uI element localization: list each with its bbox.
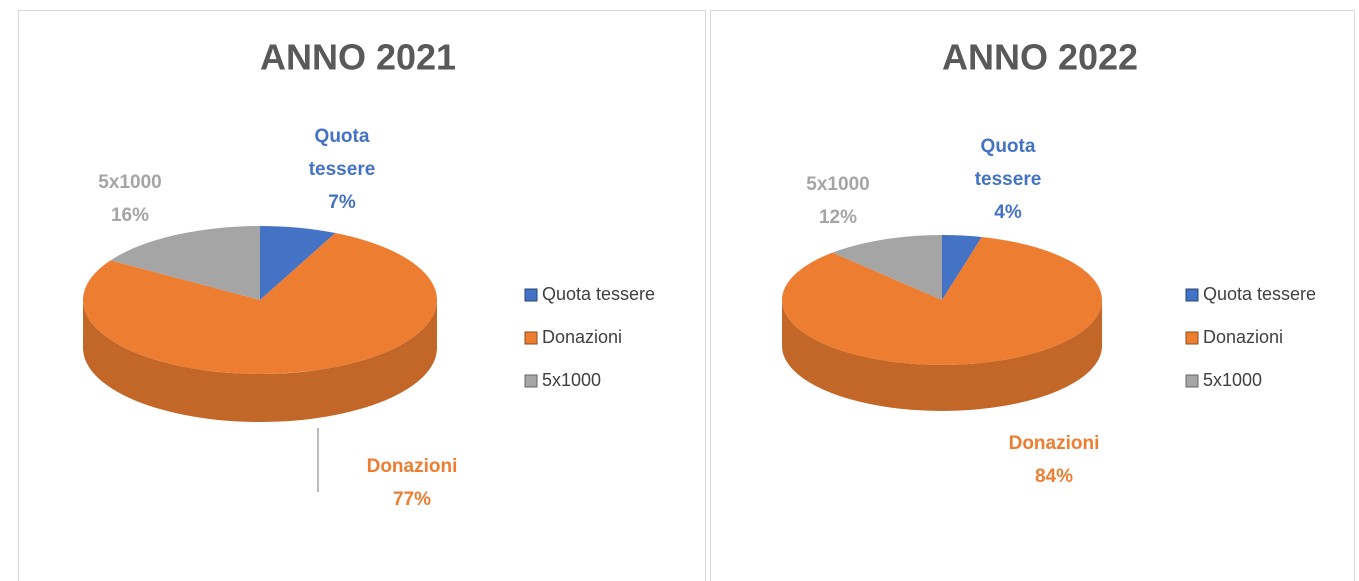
- data-label-value: 84%: [1035, 466, 1073, 487]
- data-label-category: Quota tessere: [975, 136, 1042, 190]
- chart-title: ANNO 2021: [260, 37, 456, 78]
- legend-swatch: [524, 374, 538, 388]
- data-label-category: Donazioni: [1009, 433, 1100, 454]
- label-line: Quota: [315, 126, 370, 147]
- legend-label: Donazioni: [1203, 327, 1283, 347]
- data-label-category: 5x1000: [98, 172, 161, 193]
- legend-label: 5x1000: [542, 370, 601, 390]
- legend-swatch: [1185, 331, 1199, 345]
- data-label-category: Quota tessere: [309, 126, 376, 180]
- legend-swatch: [524, 288, 538, 302]
- legend-swatch: [1185, 374, 1199, 388]
- pie-slice: [942, 235, 982, 300]
- pie-slice: [782, 237, 1102, 366]
- legend-label: Donazioni: [542, 327, 622, 347]
- legend-swatch: [524, 331, 538, 345]
- data-label-category: Donazioni: [367, 456, 458, 477]
- label-line: tessere: [309, 159, 376, 180]
- legend-swatch: [1185, 288, 1199, 302]
- label-line: tessere: [975, 169, 1042, 190]
- data-label-value: 16%: [111, 205, 149, 226]
- pie-slice-side: [782, 300, 1102, 411]
- legend-label: Quota tessere: [1203, 284, 1316, 304]
- data-label-value: 7%: [328, 192, 356, 213]
- pie-slice: [260, 226, 336, 300]
- chart-title: ANNO 2022: [942, 37, 1138, 78]
- pie-slice-side: [83, 300, 437, 422]
- data-label-value: 77%: [393, 489, 431, 510]
- legend-label: 5x1000: [1203, 370, 1262, 390]
- data-label-category: 5x1000: [806, 174, 869, 195]
- label-line: Quota: [981, 136, 1036, 157]
- pie-slice: [110, 226, 260, 300]
- pie-slice: [82, 233, 437, 374]
- pie-slice: [832, 235, 942, 300]
- legend-label: Quota tessere: [542, 284, 655, 304]
- data-label-value: 4%: [994, 202, 1022, 223]
- data-label-value: 12%: [819, 207, 857, 228]
